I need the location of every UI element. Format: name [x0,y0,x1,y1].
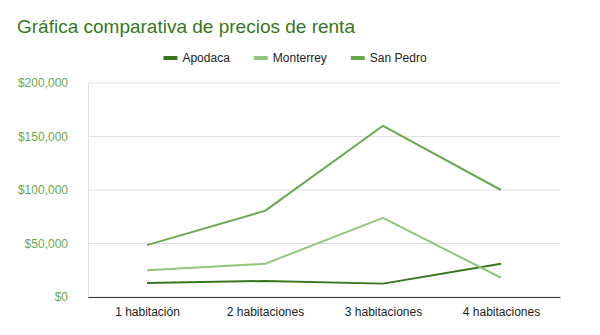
y-axis-line [88,84,89,298]
legend-label: Apodaca [182,51,230,65]
x-tick: 3 habitaciones [345,297,422,319]
legend-item: Apodaca [163,51,230,65]
legend-label: Monterrey [273,51,327,65]
x-axis-line [89,297,561,298]
grid-line [88,243,560,244]
legend-swatch [351,56,365,60]
legend-item: Monterrey [254,51,327,65]
series-line [147,218,501,278]
y-tick: $100,000 [18,183,88,197]
grid-line [88,190,560,191]
x-tick-label: 4 habitaciones [463,305,540,319]
y-tick: $50,000 [25,237,88,251]
y-tick: $150,000 [18,130,88,144]
legend-item: San Pedro [351,51,427,65]
plot: $0 $50,000 $100,000 $150,000 $200,000 1 habit… [18,76,561,318]
grid-line [88,83,560,84]
legend-swatch [163,56,177,60]
grid [88,83,560,297]
grid-line [88,297,560,298]
title: Gráfica comparativa de precios de renta [17,16,355,37]
x-axis: 1 habitación 2 habitaciones 3 habitaciones… [89,297,561,319]
x-tick-label: 3 habitaciones [345,305,422,319]
chart: Gráfica comparativa de precios de renta $… [0,0,600,335]
y-tick: $0 [55,290,88,304]
y-tick-label: $150,000 [18,130,68,144]
y-tick: $200,000 [18,76,88,90]
grid-line [88,136,560,137]
x-tick: 1 habitación [115,297,180,319]
y-tick-label: $200,000 [18,76,68,90]
y-tick-label: $0 [55,290,69,304]
legend-swatch [254,56,268,60]
y-tick-label: $100,000 [18,183,68,197]
y-axis: $0 $50,000 $100,000 $150,000 $200,000 [18,76,89,304]
x-tick-label: 1 habitación [115,305,180,319]
legend-label: San Pedro [370,51,427,65]
x-tick-label: 2 habitaciones [227,305,304,319]
y-tick-label: $50,000 [25,237,69,251]
x-tick: 4 habitaciones [463,297,540,319]
series-line [147,126,501,245]
lines [147,126,501,284]
x-tick: 2 habitaciones [227,297,304,319]
legend: Apodaca Monterrey San Pedro [163,51,426,65]
